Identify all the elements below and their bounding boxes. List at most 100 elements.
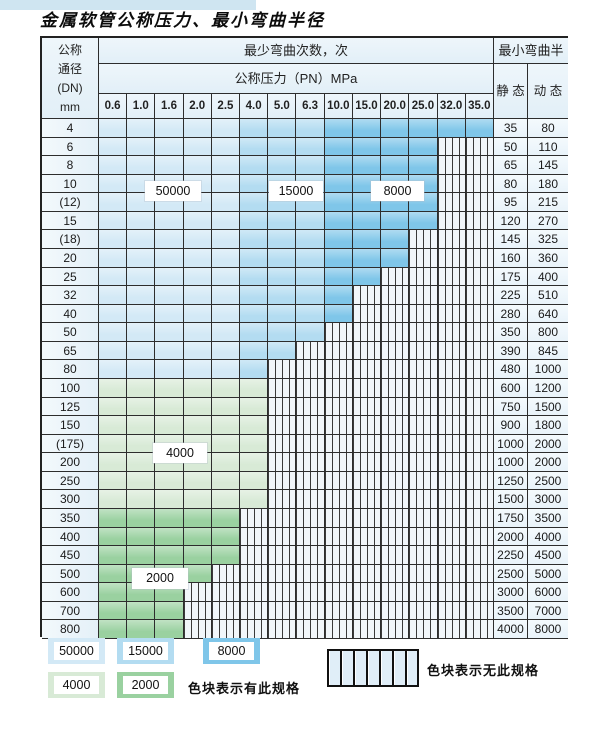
legend-swatch-label: 8000 bbox=[209, 642, 254, 660]
no-spec-cell bbox=[324, 490, 353, 509]
spec-cell bbox=[99, 248, 128, 268]
spec-cell bbox=[352, 119, 382, 138]
spec-cell bbox=[240, 378, 269, 398]
static-radius-cell: 1000 bbox=[494, 453, 528, 472]
no-spec-cell bbox=[324, 434, 353, 454]
dn-cell: 6 bbox=[42, 137, 99, 157]
no-spec-cell bbox=[381, 378, 410, 398]
dynamic-radius-cell: 640 bbox=[528, 304, 568, 324]
spec-cell bbox=[155, 304, 184, 324]
spec-cell bbox=[296, 323, 325, 342]
spec-cell bbox=[240, 397, 269, 417]
radius-header: 最小弯曲半径 bbox=[494, 38, 568, 64]
spec-cell bbox=[155, 323, 184, 342]
no-spec-cell bbox=[437, 156, 466, 175]
no-spec-cell bbox=[437, 341, 466, 361]
no-spec-cell bbox=[437, 397, 466, 417]
dynamic-radius-cell: 145 bbox=[528, 156, 568, 175]
no-spec-cell bbox=[409, 508, 438, 528]
no-spec-cell bbox=[296, 397, 325, 417]
dynamic-radius-cell: 110 bbox=[528, 137, 568, 157]
spec-cell bbox=[99, 397, 128, 417]
no-spec-cell bbox=[296, 341, 325, 361]
spec-cell bbox=[211, 137, 241, 157]
spec-cell bbox=[324, 267, 353, 287]
dynamic-radius-cell: 3500 bbox=[528, 508, 568, 528]
static-radius-cell: 1250 bbox=[494, 471, 528, 491]
legend-swatch: 8000 bbox=[203, 638, 260, 664]
no-spec-cell bbox=[381, 620, 410, 639]
no-spec-cell bbox=[352, 490, 382, 509]
spec-cell bbox=[127, 546, 156, 565]
dynamic-radius-cell: 800 bbox=[528, 323, 568, 342]
spec-cell bbox=[155, 490, 184, 509]
spec-cell bbox=[127, 508, 156, 528]
spec-cell bbox=[352, 248, 382, 268]
no-spec-cell bbox=[324, 341, 353, 361]
dynamic-radius-cell: 4000 bbox=[528, 527, 568, 547]
static-radius-cell: 750 bbox=[494, 397, 528, 417]
dynamic-radius-cell: 80 bbox=[528, 119, 568, 138]
spec-cell bbox=[99, 583, 128, 602]
spec-cell bbox=[127, 248, 156, 268]
no-spec-cell bbox=[409, 564, 438, 584]
static-radius-cell: 2250 bbox=[494, 546, 528, 565]
dynamic-radius-cell: 4500 bbox=[528, 546, 568, 565]
spec-cell bbox=[437, 119, 466, 138]
spec-cell bbox=[211, 490, 241, 509]
no-spec-cell bbox=[268, 360, 297, 379]
no-spec-cell bbox=[240, 620, 269, 639]
dynamic-radius-cell: 360 bbox=[528, 248, 568, 268]
no-spec-cell bbox=[324, 601, 353, 621]
no-spec-cell bbox=[240, 508, 269, 528]
no-spec-cell bbox=[324, 453, 353, 472]
no-spec-cell bbox=[296, 453, 325, 472]
no-spec-cell bbox=[352, 397, 382, 417]
no-spec-cell bbox=[409, 546, 438, 565]
dynamic-radius-cell: 7000 bbox=[528, 601, 568, 621]
no-spec-cell bbox=[240, 527, 269, 547]
spec-cell bbox=[211, 453, 241, 472]
no-spec-cell bbox=[381, 527, 410, 547]
no-spec-cell bbox=[465, 508, 494, 528]
spec-cell bbox=[296, 137, 325, 157]
spec-cell bbox=[352, 211, 382, 231]
spec-cell bbox=[183, 119, 212, 138]
spec-cell bbox=[381, 119, 410, 138]
pressure-tick: 4.0 bbox=[240, 94, 269, 119]
no-spec-cell bbox=[409, 620, 438, 639]
no-spec-cell bbox=[296, 490, 325, 509]
spec-cell bbox=[211, 546, 241, 565]
spec-cell bbox=[155, 471, 184, 491]
spec-cell bbox=[183, 230, 212, 249]
spec-cell bbox=[127, 119, 156, 138]
spec-cell bbox=[127, 304, 156, 324]
no-spec-cell bbox=[465, 267, 494, 287]
no-spec-cell bbox=[268, 378, 297, 398]
dn-header-line: 通径 bbox=[57, 62, 82, 76]
no-spec-cell bbox=[465, 378, 494, 398]
static-radius-cell: 120 bbox=[494, 211, 528, 231]
no-spec-cell bbox=[352, 434, 382, 454]
no-spec-cell bbox=[409, 230, 438, 249]
no-spec-cell bbox=[211, 564, 241, 584]
spec-cell bbox=[324, 193, 353, 212]
no-spec-cell bbox=[240, 583, 269, 602]
dn-cell: 8 bbox=[42, 156, 99, 175]
dn-cell: 150 bbox=[42, 416, 99, 435]
no-spec-cell bbox=[409, 248, 438, 268]
static-radius-cell: 900 bbox=[494, 416, 528, 435]
no-spec-cell bbox=[437, 546, 466, 565]
no-spec-cell bbox=[437, 304, 466, 324]
spec-cell bbox=[127, 434, 156, 454]
no-spec-cell bbox=[381, 546, 410, 565]
no-spec-cell bbox=[465, 304, 494, 324]
no-spec-cell bbox=[352, 601, 382, 621]
spec-cell bbox=[155, 341, 184, 361]
spec-cell bbox=[127, 323, 156, 342]
spec-cell bbox=[99, 564, 128, 584]
spec-cell bbox=[155, 360, 184, 379]
static-radius-cell: 480 bbox=[494, 360, 528, 379]
spec-cell bbox=[127, 137, 156, 157]
